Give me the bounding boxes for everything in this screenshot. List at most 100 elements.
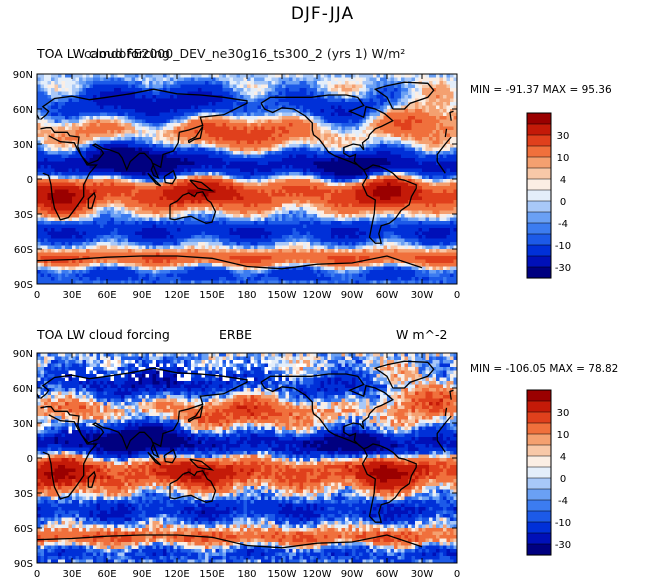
model-cell	[243, 102, 248, 107]
model-cell	[439, 165, 444, 170]
model-cell	[411, 91, 416, 96]
model-cell	[236, 161, 241, 166]
model-cell	[163, 140, 168, 145]
model-cell	[124, 133, 129, 138]
model-cell	[408, 158, 413, 163]
model-cell	[124, 91, 129, 96]
model-cell	[110, 102, 115, 107]
model-cell	[278, 200, 283, 205]
model-cell	[264, 91, 269, 96]
model-cell	[436, 193, 441, 198]
model-cell	[310, 133, 315, 138]
model-cell	[100, 140, 105, 145]
model-cell	[72, 158, 77, 163]
model-cell	[142, 88, 147, 93]
model-cell	[271, 189, 276, 194]
model-cell	[425, 119, 430, 124]
model-cell	[180, 207, 185, 212]
model-cell	[100, 130, 105, 135]
model-cell	[264, 133, 269, 138]
model-cell	[156, 186, 161, 191]
model-cell	[264, 116, 269, 121]
model-cell	[79, 133, 84, 138]
model-cell	[40, 175, 45, 180]
model-cell	[334, 88, 339, 93]
model-cell	[184, 116, 189, 121]
model-cell	[425, 151, 430, 156]
model-cell	[219, 196, 224, 201]
model-cell	[271, 119, 276, 124]
model-cell	[436, 84, 441, 89]
model-cell	[121, 214, 126, 219]
model-cell	[54, 84, 59, 89]
model-cell	[149, 91, 154, 96]
model-cell	[418, 165, 423, 170]
model-cell	[205, 133, 210, 138]
model-cell	[229, 98, 234, 103]
model-cell	[422, 161, 427, 166]
model-cell	[439, 200, 444, 205]
model-cell	[138, 91, 143, 96]
model-cell	[40, 109, 45, 114]
model-cell	[415, 207, 420, 212]
model-cell	[208, 203, 213, 208]
model-cell	[215, 165, 220, 170]
model-cell	[173, 203, 178, 208]
model-cell	[37, 189, 42, 194]
model-cell	[219, 84, 224, 89]
model-cell	[383, 81, 388, 86]
model-cell	[282, 186, 287, 191]
model-cell	[149, 112, 154, 117]
model-cell	[257, 137, 262, 142]
model-cell	[439, 109, 444, 114]
model-cell	[324, 151, 329, 156]
model-cell	[145, 98, 150, 103]
model-cell	[156, 140, 161, 145]
model-cell	[236, 91, 241, 96]
model-cell	[411, 112, 416, 117]
model-cell	[100, 189, 105, 194]
model-cell	[383, 77, 388, 82]
model-cell	[170, 74, 175, 79]
model-cell	[96, 130, 101, 135]
model-cell	[114, 154, 119, 159]
model-cell	[306, 203, 311, 208]
model-cell	[44, 105, 49, 110]
model-cell	[166, 77, 171, 82]
model-cell	[348, 210, 353, 215]
model-cell	[271, 186, 276, 191]
model-cell	[341, 140, 346, 145]
model-cell	[418, 210, 423, 215]
model-cell	[317, 137, 322, 142]
model-cell	[121, 95, 126, 100]
model-cell	[432, 130, 437, 135]
model-cell	[250, 168, 255, 173]
model-cell	[152, 182, 157, 187]
model-cell	[58, 217, 63, 222]
model-cell	[394, 179, 399, 184]
model-cell	[299, 196, 304, 201]
model-cell	[152, 81, 157, 86]
model-cell	[184, 119, 189, 124]
model-cell	[68, 123, 73, 128]
model-cell	[240, 165, 245, 170]
model-cell	[233, 172, 238, 177]
model-cell	[44, 126, 49, 131]
model-cell	[198, 217, 203, 222]
model-cell	[37, 158, 42, 163]
model-cell	[264, 81, 269, 86]
model-cell	[47, 203, 52, 208]
model-cell	[163, 91, 168, 96]
model-cell	[429, 137, 434, 142]
model-cell	[191, 74, 196, 79]
model-cell	[51, 168, 56, 173]
model-cell	[422, 109, 427, 114]
model-cell	[201, 214, 206, 219]
model-cell	[446, 130, 451, 135]
model-cell	[117, 214, 122, 219]
model-cell	[149, 123, 154, 128]
model-cell	[177, 133, 182, 138]
model-cell	[166, 200, 171, 205]
model-cell	[376, 123, 381, 128]
model-cell	[79, 161, 84, 166]
